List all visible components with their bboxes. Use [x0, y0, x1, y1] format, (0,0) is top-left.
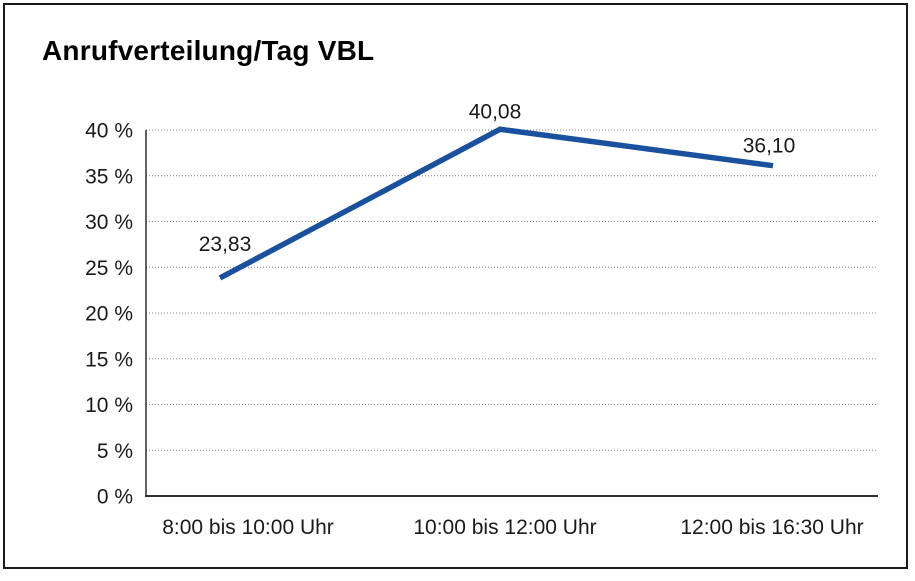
- data-line: [218, 126, 774, 281]
- y-tick-label: 5 %: [97, 440, 133, 463]
- line-chart: 0 % 5 % 10 % 15 % 20 % 25 % 30 % 35 % 40 % 8:00 b…: [85, 100, 878, 539]
- data-label: 36,10: [743, 135, 796, 158]
- x-category-label: 10:00 bis 12:00 Uhr: [413, 516, 596, 539]
- chart-frame: Anrufverteilung/Tag VBL 0 % 5 % 10 % 15 % 20…: [3, 3, 908, 569]
- y-tick-label: 0 %: [97, 486, 133, 509]
- data-label: 40,08: [469, 100, 522, 123]
- y-tick-label: 20 %: [85, 303, 133, 326]
- y-tick-label: 30 %: [85, 211, 133, 234]
- y-tick-label: 10 %: [85, 394, 133, 417]
- chart-title: Anrufverteilung/Tag VBL: [42, 35, 375, 66]
- x-category-label: 8:00 bis 10:00 Uhr: [162, 516, 334, 539]
- y-tick-label: 35 %: [85, 165, 133, 188]
- data-label: 23,83: [199, 233, 252, 256]
- x-category-label: 12:00 bis 16:30 Uhr: [680, 516, 863, 539]
- y-tick-label: 40 %: [85, 120, 133, 143]
- y-tick-label: 15 %: [85, 348, 133, 371]
- y-tick-label: 25 %: [85, 257, 133, 280]
